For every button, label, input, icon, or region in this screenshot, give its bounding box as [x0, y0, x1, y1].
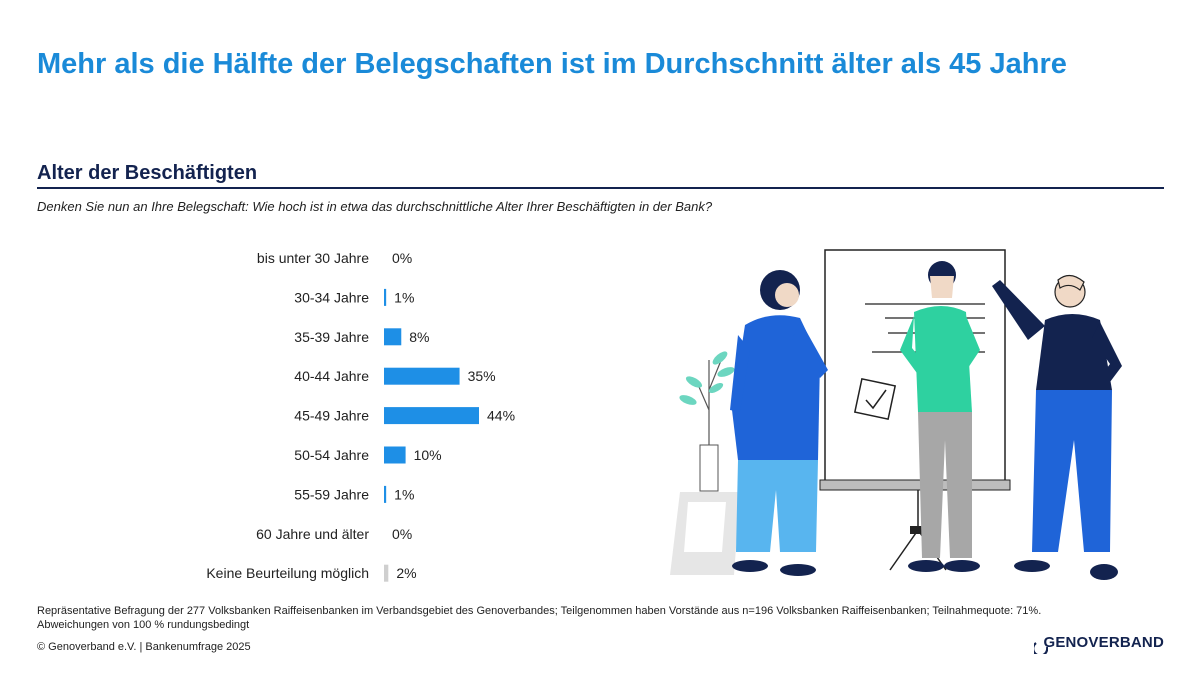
bar — [384, 485, 387, 503]
value-label: 2% — [396, 565, 416, 581]
survey-question: Denken Sie nun an Ihre Belegschaft: Wie … — [37, 199, 713, 214]
divider — [37, 187, 1164, 189]
value-label: 0% — [392, 526, 412, 542]
genoverband-logo-icon — [1034, 642, 1048, 654]
bar — [384, 367, 460, 385]
value-label: 35% — [468, 368, 496, 384]
category-label: 60 Jahre und älter — [256, 526, 369, 542]
bar — [384, 446, 406, 464]
category-label: 40-44 Jahre — [294, 368, 369, 384]
footnote-rounding: Abweichungen von 100 % rundungsbedingt — [37, 619, 250, 631]
copyright: © Genoverband e.V. | Bankenumfrage 2025 — [37, 641, 251, 653]
category-label: bis unter 30 Jahre — [257, 250, 369, 266]
value-label: 8% — [409, 329, 429, 345]
bar — [384, 407, 479, 425]
value-label: 10% — [414, 447, 442, 463]
team-illustration — [670, 249, 1122, 580]
category-label: 55-59 Jahre — [294, 486, 369, 502]
bar — [384, 288, 387, 306]
value-label: 0% — [392, 250, 412, 266]
footnote-survey: Repräsentative Befragung der 277 Volksba… — [37, 605, 1042, 617]
value-label: 1% — [394, 289, 414, 305]
chart-subtitle: Alter der Beschäftigten — [37, 162, 258, 184]
category-label: 45-49 Jahre — [294, 408, 369, 424]
bar — [384, 328, 402, 346]
genoverband-logo: GENOVERBAND — [1043, 634, 1164, 651]
value-label: 1% — [394, 486, 414, 502]
page-title: Mehr als die Hälfte der Belegschaften is… — [37, 48, 1067, 80]
age-bar-chart: bis unter 30 Jahre 0% 30-34 Jahre 1% 35-39 J… — [206, 250, 515, 582]
category-label: 50-54 Jahre — [294, 447, 369, 463]
category-label: Keine Beurteilung möglich — [206, 565, 369, 581]
category-label: 35-39 Jahre — [294, 329, 369, 345]
value-label: 44% — [487, 408, 515, 424]
bar — [384, 564, 389, 582]
category-label: 30-34 Jahre — [294, 289, 369, 305]
